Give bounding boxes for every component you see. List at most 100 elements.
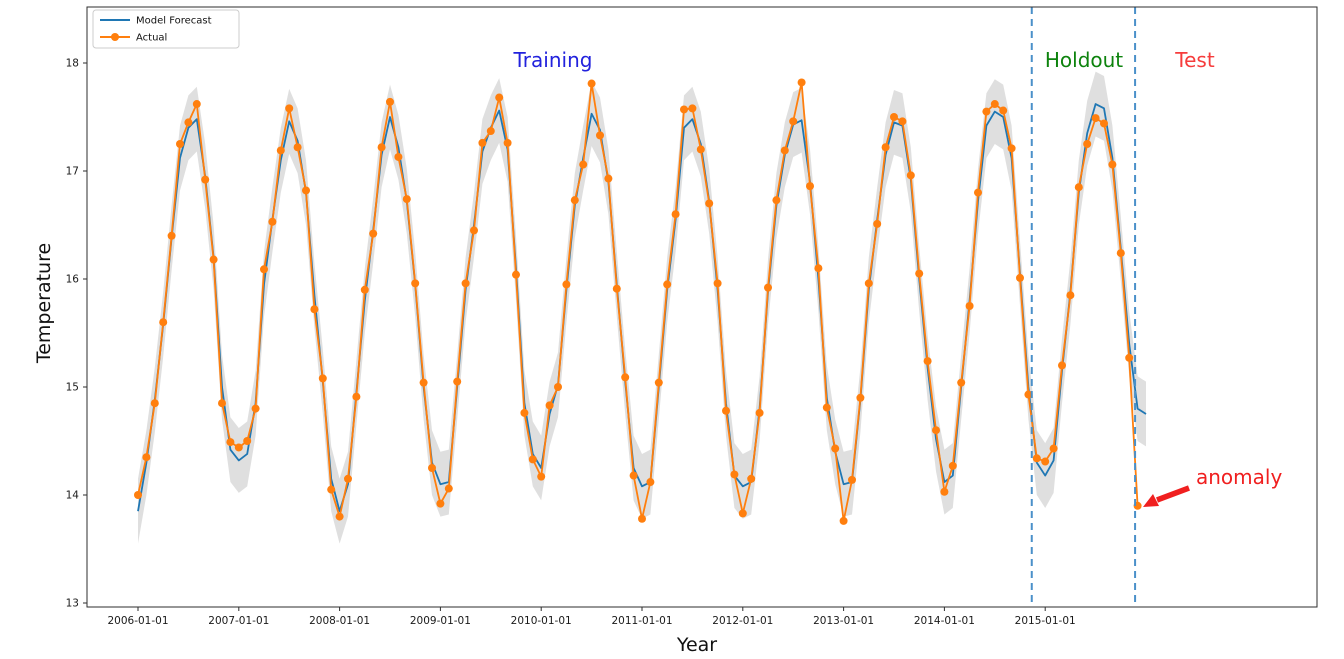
actual-point <box>646 478 655 487</box>
actual-point <box>285 104 294 113</box>
actual-point <box>738 509 747 518</box>
actual-point <box>411 279 420 288</box>
actual-point <box>352 392 361 401</box>
actual-point <box>663 280 672 289</box>
training-region-label: Training <box>513 48 593 72</box>
actual-point <box>864 279 873 288</box>
actual-point <box>881 143 890 152</box>
actual-point <box>554 383 562 391</box>
legend: Model Forecast Actual <box>92 9 240 49</box>
actual-point <box>940 487 949 496</box>
actual-point <box>478 138 487 147</box>
actual-point <box>251 404 260 413</box>
actual-point <box>848 475 856 484</box>
actual-point <box>747 474 756 483</box>
actual-point <box>621 373 630 382</box>
actual-point <box>486 127 495 136</box>
actual-point <box>528 455 537 464</box>
actual-point <box>495 93 504 102</box>
actual-point <box>394 152 403 161</box>
actual-point <box>957 378 966 387</box>
actual-point <box>150 399 159 408</box>
actual-point <box>234 443 243 452</box>
actual-point <box>755 408 764 417</box>
actual-point <box>268 217 277 226</box>
actual-point <box>856 393 865 402</box>
actual-point <box>520 408 529 417</box>
holdout-region-label: Holdout <box>1045 48 1123 72</box>
actual-point <box>461 279 470 288</box>
actual-point <box>671 210 680 219</box>
actual-point <box>545 401 554 410</box>
plot-area <box>87 7 1317 607</box>
anomaly-arrow-head <box>1143 494 1159 507</box>
actual-point <box>402 195 411 204</box>
actual-point <box>906 171 915 180</box>
actual-point <box>276 146 285 155</box>
actual-point <box>318 374 327 383</box>
actual-point <box>915 269 924 278</box>
actual-point <box>218 399 226 408</box>
actual-point <box>705 199 714 208</box>
actual-point <box>444 484 453 493</box>
actual-point <box>134 491 142 499</box>
actual-point <box>596 131 604 140</box>
actual-point <box>310 305 319 314</box>
x-tick-label: 2010-01-01 <box>511 615 572 627</box>
anomaly-arrow-shaft <box>1156 485 1190 503</box>
actual-point <box>386 97 394 106</box>
actual-point <box>873 219 882 228</box>
actual-point <box>948 461 957 470</box>
actual-point <box>428 464 436 472</box>
actual-point <box>839 516 848 525</box>
actual-point <box>167 231 176 240</box>
actual-point <box>974 188 982 197</box>
anomaly-label: anomaly <box>1196 465 1282 489</box>
y-tick-label: 14 <box>66 490 80 502</box>
series-layer <box>134 78 1147 525</box>
actual-point <box>713 279 722 288</box>
actual-point <box>1058 361 1066 370</box>
actual-point <box>419 378 428 387</box>
y-axis-label: Temperature <box>33 243 55 364</box>
actual-point <box>999 106 1008 115</box>
actual-point <box>1024 390 1033 399</box>
actual-point <box>377 143 386 152</box>
actual-point <box>772 196 781 205</box>
actual-point <box>209 255 218 264</box>
actual-point <box>360 285 369 294</box>
x-tick-label: 2013-01-01 <box>813 615 874 627</box>
actual-point <box>562 280 571 289</box>
y-tick-label: 13 <box>66 598 79 610</box>
actual-point <box>192 100 201 109</box>
plot-frame <box>86 6 1318 608</box>
axis-layer: 2006-01-01 2007-01-01 2008-01-01 2009-01-01… <box>66 58 1076 628</box>
actual-point <box>436 499 445 508</box>
x-tick-label: 2014-01-01 <box>914 615 975 627</box>
actual-point <box>680 105 688 114</box>
actual-point <box>722 406 730 415</box>
legend-forecast-label: Model Forecast <box>136 16 212 27</box>
actual-point <box>890 113 898 121</box>
y-tick-label: 15 <box>66 382 79 394</box>
actual-point <box>503 138 512 147</box>
actual-point <box>1074 183 1083 192</box>
actual-point <box>612 284 621 293</box>
actual-point <box>293 143 302 152</box>
actual-point <box>1032 454 1041 463</box>
actual-point <box>764 283 772 292</box>
actual-point <box>730 470 739 479</box>
x-tick-label: 2007-01-01 <box>208 615 269 627</box>
actual-point <box>1041 457 1050 466</box>
actual-point <box>1108 160 1117 169</box>
actual-point <box>1116 249 1125 258</box>
actual-point <box>335 512 344 521</box>
y-tick-label: 16 <box>66 274 80 286</box>
legend-actual-dot-swatch <box>111 33 119 41</box>
test-region-label: Test <box>1174 48 1215 72</box>
confidence-band-layer <box>138 71 1146 544</box>
actual-point <box>898 117 907 126</box>
actual-point <box>696 145 705 154</box>
actual-point <box>923 357 932 366</box>
confidence-band <box>138 71 1146 544</box>
